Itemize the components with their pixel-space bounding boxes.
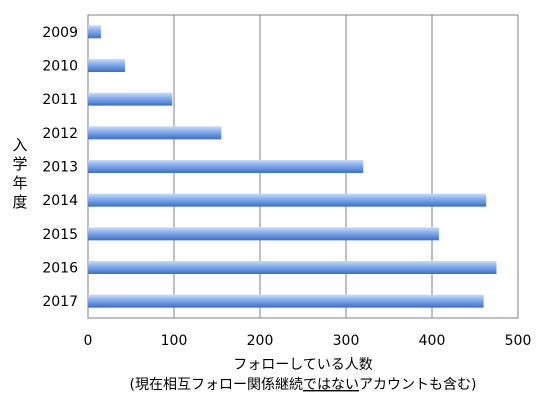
bar-2009 [88, 25, 101, 39]
y-tick-label-2014: 2014 [42, 193, 78, 209]
x-tick-label-0: 0 [84, 333, 93, 349]
x-axis-subtitle: (現在相互フォロー関係継続ではないアカウントも含む) [130, 376, 477, 393]
bar-2011 [88, 92, 173, 106]
bar-2013 [88, 160, 364, 173]
x-axis-subtitle-part3: アカウントも含む) [359, 377, 476, 393]
x-tick-label-400: 400 [419, 333, 446, 349]
y-tick-label-2016: 2016 [42, 261, 78, 277]
x-tick-label-300: 300 [333, 333, 360, 349]
y-tick-label-2013: 2013 [42, 160, 78, 176]
y-tick-label-2015: 2015 [42, 227, 78, 243]
y-axis-title-char: 年 [12, 174, 27, 192]
x-axis-title: フォローしている人数 [233, 357, 373, 373]
x-axis-subtitle-part1: (現在相互フォロー関係継続 [130, 376, 303, 393]
y-tick-label-2010: 2010 [42, 59, 78, 75]
x-axis-subtitle-underlined: ではない [303, 377, 359, 393]
y-tick-label-2009: 2009 [42, 25, 78, 41]
y-tick-labels: 2009 2010 2011 2012 2013 2014 2015 2016 2017 [42, 25, 78, 310]
y-tick-label-2012: 2012 [42, 126, 78, 142]
bar-2014 [88, 193, 487, 207]
x-tick-label-200: 200 [247, 333, 274, 349]
bar-2017 [88, 294, 484, 308]
y-axis-title-char: 入 [12, 136, 27, 154]
bar-2010 [88, 59, 125, 72]
bar-2015 [88, 227, 439, 241]
y-axis-title-char: 度 [12, 193, 27, 211]
x-tick-label-500: 500 [505, 333, 532, 349]
bar-2012 [88, 126, 222, 140]
x-tick-label-100: 100 [161, 333, 188, 349]
bar-2016 [88, 261, 497, 274]
y-tick-label-2011: 2011 [42, 92, 78, 108]
bars [88, 25, 497, 308]
y-axis-title-char: 学 [12, 155, 27, 173]
y-tick-label-2017: 2017 [42, 294, 78, 310]
x-tick-labels: 0 100 200 300 400 500 [84, 333, 532, 349]
